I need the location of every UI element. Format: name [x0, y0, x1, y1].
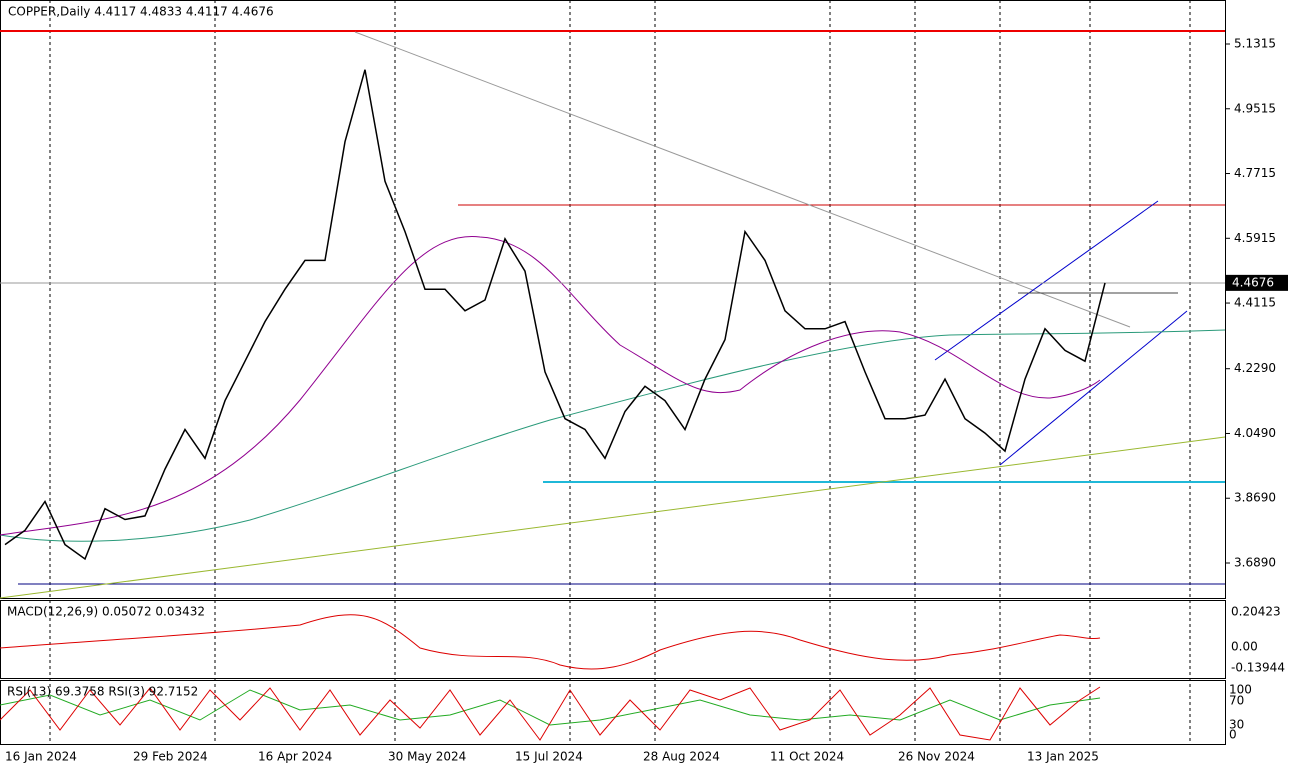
macd-tick: -0.13944	[1231, 661, 1285, 675]
price-panel	[0, 0, 1226, 599]
macd-label: MACD(12,26,9) 0.05072 0.03432	[7, 605, 205, 619]
y-tick-label: 4.4115	[1234, 296, 1276, 310]
macd-tick: 0.00	[1231, 640, 1258, 654]
current-price-tag	[1226, 274, 1288, 291]
macd-panel	[0, 600, 1226, 679]
x-tick-label: 29 Feb 2024	[133, 750, 208, 764]
y-tick-label: 4.9515	[1234, 101, 1276, 115]
x-tick-label: 26 Nov 2024	[898, 750, 975, 764]
x-tick-label: 30 May 2024	[388, 750, 466, 764]
x-tick-label: 11 Oct 2024	[770, 750, 844, 764]
rsi-tick: 0	[1229, 728, 1237, 742]
y-tick-label: 4.7715	[1234, 166, 1276, 180]
current-price-label: 4.4676	[1232, 275, 1274, 289]
x-tick-label: 16 Jan 2024	[5, 750, 77, 764]
macd-tick: 0.20423	[1231, 605, 1281, 619]
chart-header: COPPER,Daily 4.4117 4.4833 4.4117 4.4676	[8, 5, 274, 19]
time-grid	[49, 0, 1191, 745]
rsi-tick: 30	[1229, 718, 1244, 732]
y-tick-label: 3.8690	[1234, 491, 1276, 505]
x-tick-label: 28 Aug 2024	[643, 750, 720, 764]
price-line	[4, 69, 1106, 561]
rsi-panel	[0, 680, 1226, 745]
rsi-tick: 70	[1229, 694, 1244, 708]
y-tick-label: 4.2290	[1234, 361, 1276, 375]
x-tick-label: 16 Apr 2024	[258, 750, 332, 764]
y-tick-label: 4.0490	[1234, 426, 1276, 440]
x-tick-label: 15 Jul 2024	[515, 750, 583, 764]
y-tick-label: 3.6890	[1234, 555, 1276, 569]
y-tick-label: 5.1315	[1234, 37, 1276, 51]
x-tick-label: 13 Jan 2025	[1027, 750, 1099, 764]
drawings	[0, 30, 1226, 741]
rsi-tick: 100	[1229, 683, 1252, 697]
rsi-label: RSI(13) 69.3758 RSI(3) 92.7152	[7, 685, 198, 699]
y-tick-label: 4.5915	[1234, 231, 1276, 245]
